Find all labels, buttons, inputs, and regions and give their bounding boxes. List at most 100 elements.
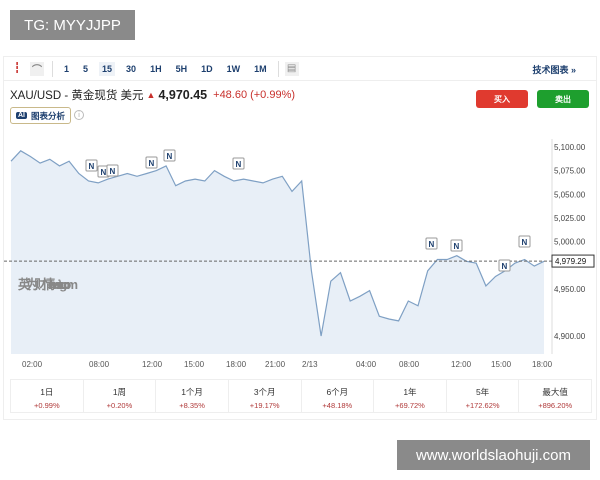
period-change: +8.35% <box>179 401 205 410</box>
interval-15[interactable]: 15 <box>99 61 116 76</box>
current-price-tag <box>551 254 595 268</box>
watermark-bottom-right: www.worldslaohuji.com <box>397 440 590 470</box>
x-tick-label: 08:00 <box>399 360 420 369</box>
period-6[interactable]: 5年 +172.62% <box>447 380 520 412</box>
divider <box>277 60 279 77</box>
interval-5h[interactable]: 5H <box>175 63 188 74</box>
chart-toolbar: ┇ ⌒ 1 5 15 30 1H 5H 1D 1W 1M ▤ 技术图表 » <box>4 57 596 81</box>
x-tick-label: 04:00 <box>356 360 377 369</box>
interval-30[interactable]: 30 <box>126 63 137 74</box>
interval-1m[interactable]: 1M <box>254 63 267 74</box>
area-chart-icon[interactable]: ⌒ <box>30 61 44 76</box>
period-label: 1周 <box>112 387 127 397</box>
period-change: +19.17% <box>249 401 280 410</box>
period-label: 1个月 <box>181 387 203 397</box>
calendar-icon[interactable]: ▤ <box>284 61 299 76</box>
period-change: +0.99% <box>33 401 60 410</box>
period-label: 5年 <box>475 387 490 397</box>
divider <box>52 60 53 77</box>
price-change-pct: (+0.99%) <box>250 89 296 101</box>
current-price: 4,970.45 <box>158 88 208 102</box>
performance-periods: 1日 +0.99% 1周 +0.20% 1个月 +8.35% 3个月 +19.17% 6个月 +4… <box>10 379 592 413</box>
candlestick-icon[interactable]: ┇ <box>13 63 21 74</box>
y-tick-label: 5,100.00 <box>554 143 586 152</box>
news-marker-label: N <box>167 152 173 161</box>
period-label: 1日 <box>40 387 54 397</box>
news-marker-label: N <box>101 168 107 177</box>
y-tick-label: 4,900.00 <box>554 332 586 341</box>
period-3[interactable]: 3个月 +19.17% <box>229 380 302 412</box>
period-change: +172.62% <box>465 401 500 410</box>
period-2[interactable]: 1个月 +8.35% <box>156 380 229 412</box>
news-marker-label: N <box>149 159 155 168</box>
price-chart[interactable]: 5,100.00 5,075.00 5,050.00 5,025.00 5,000.00… <box>4 57 598 377</box>
news-marker-label: N <box>454 242 460 251</box>
up-arrow-icon: ▲ <box>146 90 156 100</box>
x-tick-label: 2/13 <box>302 360 318 369</box>
news-marker <box>85 159 98 172</box>
y-tick-label: 5,025.00 <box>554 214 586 223</box>
period-0[interactable]: 1日 +0.99% <box>11 380 84 412</box>
x-tick-label: 15:00 <box>491 360 512 369</box>
news-marker-label: N <box>236 160 242 169</box>
news-marker <box>145 156 158 169</box>
tech-chart-link[interactable]: 技术图表 » <box>532 65 576 75</box>
period-7[interactable]: 最大值 +896.20% <box>519 380 591 412</box>
news-marker-label: N <box>502 262 508 271</box>
news-marker-label: N <box>522 238 528 247</box>
news-marker-label: N <box>89 162 95 171</box>
info-icon[interactable]: i <box>74 110 84 120</box>
x-tick-label: 18:00 <box>532 360 553 369</box>
period-label: 3个月 <box>253 387 276 397</box>
x-tick-label: 12:00 <box>142 360 163 369</box>
ai-chart-analysis-button[interactable]: AI 图表分析 <box>10 107 72 124</box>
y-tick-label: 5,075.00 <box>554 167 586 176</box>
period-4[interactable]: 6个月 +48.18% <box>302 380 375 412</box>
news-marker <box>163 149 176 162</box>
period-change: +896.20% <box>538 401 573 410</box>
interval-1w[interactable]: 1W <box>226 63 241 74</box>
buy-button[interactable]: 买入 <box>476 90 528 108</box>
investing-logo: 英为财情 Investing.com <box>17 277 78 292</box>
x-tick-label: 21:00 <box>265 360 286 369</box>
interval-1d[interactable]: 1D <box>201 63 213 74</box>
x-tick-label: 15:00 <box>184 360 205 369</box>
news-marker <box>498 259 511 272</box>
price-line <box>10 150 545 337</box>
symbol-name: XAU/USD - 黄金现货 美元 <box>10 90 144 102</box>
period-label: 1年 <box>403 387 417 397</box>
news-marker <box>518 235 531 248</box>
price-change: +48.60 <box>213 89 248 101</box>
period-change: +0.20% <box>106 401 133 410</box>
ai-button-label: 图表分析 <box>31 110 66 121</box>
interval-1h[interactable]: 1H <box>150 63 162 74</box>
period-5[interactable]: 1年 +69.72% <box>374 380 447 412</box>
sell-button[interactable]: 卖出 <box>537 90 589 108</box>
period-change: +69.72% <box>395 401 425 410</box>
y-tick-label: 5,000.00 <box>554 238 586 247</box>
interval-5[interactable]: 5 <box>83 63 89 74</box>
period-label: 最大值 <box>542 387 568 397</box>
news-marker <box>232 157 245 170</box>
price-area <box>11 150 544 354</box>
period-label: 6个月 <box>326 387 349 397</box>
news-marker <box>106 164 119 177</box>
y-tick-label: 4,950.00 <box>554 285 586 294</box>
news-marker-label: N <box>110 167 116 176</box>
quote-card: ┇ ⌒ 1 5 15 30 1H 5H 1D 1W 1M ▤ 技术图表 » XA… <box>3 56 597 420</box>
period-change: +48.18% <box>322 401 353 410</box>
news-marker-label: N <box>429 240 435 249</box>
x-tick-label: 02:00 <box>22 360 43 369</box>
current-price-label: 4,979.29 <box>555 257 587 266</box>
x-tick-label: 12:00 <box>451 360 472 369</box>
x-tick-label: 08:00 <box>89 360 110 369</box>
news-marker <box>425 237 438 250</box>
watermark-top-left: TG: MYYJJPP <box>10 10 135 40</box>
quote-header: XAU/USD - 黄金现货 美元 ▲ 4,970.45 +48.60 (+0.… <box>10 87 295 103</box>
period-1[interactable]: 1周 +0.20% <box>84 380 157 412</box>
y-tick-label: 5,050.00 <box>554 190 586 199</box>
interval-1[interactable]: 1 <box>64 63 70 74</box>
x-tick-label: 18:00 <box>226 360 247 369</box>
news-marker <box>450 239 463 252</box>
ai-icon: AI <box>16 112 27 119</box>
